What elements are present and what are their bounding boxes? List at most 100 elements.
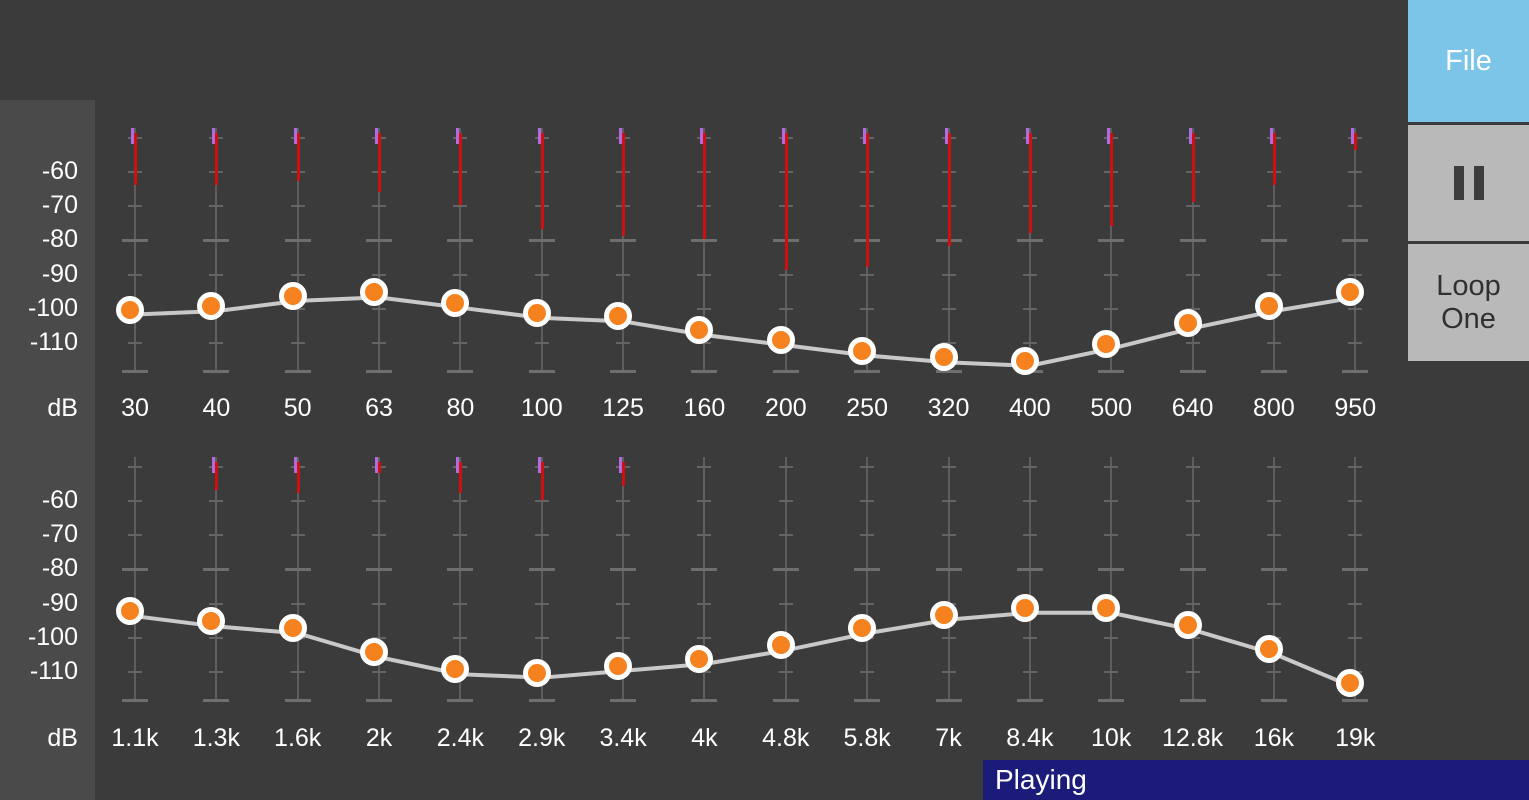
eq-knob-19k[interactable] (1336, 668, 1365, 697)
eq-slider-track-30[interactable] (134, 128, 136, 372)
eq-slider-track-2k[interactable] (378, 457, 381, 701)
eq-knob-320[interactable] (929, 343, 958, 372)
meter-level-500 (1110, 133, 1114, 226)
eq-slider-track-100[interactable] (540, 128, 543, 372)
eq-tick-bottom-80 (447, 370, 474, 373)
eq-tick-bottom-19k (1342, 699, 1369, 702)
eq-knob-950[interactable] (1336, 278, 1365, 307)
eq-knob-30[interactable] (116, 295, 144, 324)
eq-tick-4.8k (778, 602, 793, 605)
eq-knob-80[interactable] (441, 288, 470, 317)
eq-slider-track-1.1k[interactable] (134, 457, 136, 701)
eq-knob-125[interactable] (604, 302, 633, 331)
eq-tick-bottom-2.4k (447, 699, 474, 702)
eq-knob-7k[interactable] (929, 600, 958, 629)
eq-knob-400[interactable] (1010, 346, 1039, 375)
eq-knob-1.3k[interactable] (197, 607, 226, 636)
eq-slider-track-2.4k[interactable] (459, 457, 462, 701)
eq-tick-8.4k (1022, 500, 1037, 502)
meter-level-100 (540, 133, 544, 230)
eq-slider-track-12.8k[interactable] (1191, 457, 1194, 701)
eq-knob-2.9k[interactable] (522, 658, 551, 687)
eq-knob-640[interactable] (1173, 309, 1202, 338)
eq-slider-track-800[interactable] (1272, 128, 1275, 372)
eq-knob-50[interactable] (278, 281, 307, 310)
eq-tick-bottom-40 (203, 370, 230, 373)
eq-slider-track-19k[interactable] (1354, 457, 1357, 701)
eq-slider-track-5.8k[interactable] (866, 457, 869, 701)
eq-tick-bottom-4.8k (772, 699, 799, 702)
eq-slider-track-4k[interactable] (703, 457, 706, 701)
eq-slider-track-160[interactable] (703, 128, 706, 372)
meter-level-30 (134, 133, 137, 185)
eq-slider-track-1.3k[interactable] (215, 457, 218, 701)
eq-slider-track-125[interactable] (622, 128, 625, 372)
eq-knob-4k[interactable] (685, 645, 714, 674)
eq-tick-63 (372, 307, 387, 310)
eq-slider-track-950[interactable] (1354, 128, 1357, 372)
pause-button[interactable] (1408, 125, 1529, 241)
db-axis-label--100: -100 (27, 293, 78, 322)
eq-knob-16k[interactable] (1254, 634, 1283, 663)
eq-slider-track-16k[interactable] (1272, 457, 1275, 701)
eq-knob-3.4k[interactable] (604, 651, 633, 680)
meter-peak-200 (781, 128, 785, 144)
meter-peak-250 (863, 128, 867, 144)
freq-label-125: 125 (602, 394, 644, 422)
eq-knob-160[interactable] (685, 316, 714, 345)
eq-slider-track-2.9k[interactable] (540, 457, 543, 701)
eq-tick-bottom-1.6k (284, 699, 311, 702)
meter-level-40 (215, 133, 219, 185)
eq-slider-track-640[interactable] (1191, 128, 1194, 372)
eq-knob-500[interactable] (1092, 329, 1121, 358)
db-axis-label--110: -110 (29, 656, 78, 685)
eq-knob-800[interactable] (1254, 292, 1283, 321)
freq-label-63: 63 (365, 394, 393, 422)
eq-knob-2k[interactable] (360, 638, 389, 667)
eq-knob-1.6k[interactable] (278, 614, 307, 643)
db-unit-label-row1: dB (47, 394, 78, 422)
eq-tick-800 (1266, 341, 1281, 344)
eq-tick-bottom-125 (610, 370, 637, 373)
eq-tick-4.8k (772, 568, 799, 572)
eq-knob-12.8k[interactable] (1173, 610, 1202, 639)
eq-slider-track-63[interactable] (378, 128, 381, 372)
eq-knob-250[interactable] (848, 336, 877, 365)
eq-slider-track-40[interactable] (215, 128, 218, 372)
eq-slider-track-320[interactable] (947, 128, 950, 372)
eq-tick-10k (1104, 670, 1119, 673)
eq-knob-4.8k[interactable] (766, 631, 795, 660)
eq-slider-track-3.4k[interactable] (622, 457, 625, 701)
eq-slider-track-8.4k[interactable] (1028, 457, 1031, 701)
eq-tick-12.8k (1185, 500, 1200, 502)
eq-knob-8.4k[interactable] (1010, 593, 1039, 622)
file-button[interactable]: File (1408, 0, 1529, 122)
eq-tick-bottom-5.8k (854, 699, 881, 702)
eq-slider-track-1.6k[interactable] (296, 457, 299, 701)
eq-tick-7k (941, 670, 956, 673)
db-axis-label--80: -80 (41, 225, 78, 254)
eq-knob-200[interactable] (766, 326, 795, 355)
eq-tick-100 (534, 341, 549, 344)
eq-tick-bottom-3.4k (610, 699, 637, 702)
eq-knob-2.4k[interactable] (441, 655, 470, 684)
eq-knob-1.1k[interactable] (116, 597, 144, 626)
eq-slider-track-50[interactable] (296, 128, 299, 372)
eq-knob-100[interactable] (522, 298, 551, 327)
playback-status-text: Playing (995, 764, 1087, 795)
eq-slider-track-500[interactable] (1110, 128, 1113, 372)
freq-label-30: 30 (121, 394, 149, 422)
eq-slider-track-80[interactable] (459, 128, 462, 372)
eq-knob-10k[interactable] (1092, 593, 1121, 622)
eq-tick-bottom-10k (1098, 699, 1125, 702)
meter-level-2.4k (459, 462, 463, 494)
eq-slider-track-4.8k[interactable] (784, 457, 787, 701)
eq-tick-2.4k (453, 534, 468, 537)
eq-slider-track-7k[interactable] (947, 457, 950, 701)
eq-tick-950 (1348, 171, 1363, 173)
eq-slider-track-400[interactable] (1028, 128, 1031, 372)
loop-one-button[interactable]: Loop One (1408, 244, 1529, 361)
eq-knob-40[interactable] (197, 292, 226, 321)
eq-knob-63[interactable] (360, 278, 389, 307)
eq-slider-track-10k[interactable] (1110, 457, 1113, 701)
